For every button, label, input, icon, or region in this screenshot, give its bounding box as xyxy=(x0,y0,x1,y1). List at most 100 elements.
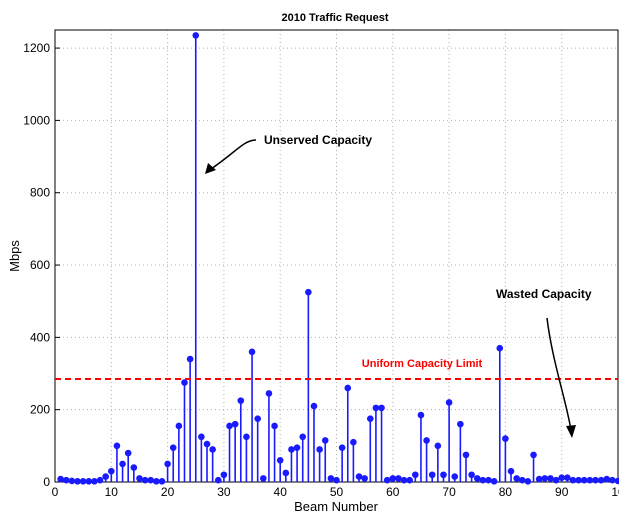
stem-marker xyxy=(119,460,126,468)
stem-marker xyxy=(609,476,616,484)
stem-marker xyxy=(597,476,605,484)
stem-marker xyxy=(428,471,436,479)
stem-marker xyxy=(271,422,278,430)
stem-marker xyxy=(468,471,475,479)
stem-marker xyxy=(541,475,549,482)
stem-marker xyxy=(68,477,76,485)
stem-marker xyxy=(254,415,261,423)
stem-marker xyxy=(57,475,64,483)
stem-marker xyxy=(400,476,408,484)
stem-marker xyxy=(552,476,560,484)
stem-marker xyxy=(361,475,368,482)
y-tick-label: 800 xyxy=(30,186,50,200)
stem-marker xyxy=(603,475,611,483)
stem-marker xyxy=(175,422,183,430)
stem-marker xyxy=(580,476,588,484)
stem-marker xyxy=(333,476,340,484)
stem-marker xyxy=(158,477,166,485)
stem-marker xyxy=(338,444,346,451)
stem-marker xyxy=(299,433,307,441)
stem-marker xyxy=(293,444,301,451)
stem-marker xyxy=(79,477,87,485)
reference-lines: Uniform Capacity Limit xyxy=(55,358,618,380)
stem-marker xyxy=(558,474,565,481)
stem-marker xyxy=(457,420,464,428)
stem-marker xyxy=(575,476,582,484)
stem-marker xyxy=(518,476,526,484)
stem-marker xyxy=(169,444,177,451)
stem-marker xyxy=(524,477,532,485)
stem-marker xyxy=(406,476,413,484)
stem-marker xyxy=(153,477,160,485)
stem-marker xyxy=(91,477,98,485)
stem-marker xyxy=(96,476,104,484)
annotation-unserved-arrow xyxy=(205,139,257,174)
stem-marker xyxy=(226,422,233,430)
stem-marker xyxy=(383,476,391,484)
stem-marker xyxy=(355,473,363,480)
stem-marker xyxy=(507,467,515,475)
x-tick-label: 40 xyxy=(274,485,288,499)
stem-marker xyxy=(327,475,335,482)
stem-marker xyxy=(479,476,487,484)
stem-marker xyxy=(248,348,256,356)
stem-marker xyxy=(305,288,312,296)
stem-marker xyxy=(496,344,504,352)
stem-marker xyxy=(85,477,93,485)
stem-marker xyxy=(502,435,509,442)
stem-marker xyxy=(547,475,554,482)
stem-marker xyxy=(564,474,571,481)
annotation-unserved-capacity: Unserved Capacity xyxy=(264,133,372,147)
stem-marker xyxy=(462,451,470,459)
stem-marker xyxy=(147,476,155,484)
stem-marker xyxy=(372,404,380,412)
stem-marker xyxy=(569,476,577,484)
stem-marker xyxy=(141,476,149,484)
stem-marker xyxy=(181,379,188,386)
stem-marker xyxy=(614,477,619,485)
stem-marker xyxy=(434,442,442,450)
grid xyxy=(54,30,619,483)
stem-marker xyxy=(192,32,200,39)
stem-marker xyxy=(592,476,599,484)
x-tick-label: 80 xyxy=(499,485,513,499)
stem-marker xyxy=(214,476,222,484)
x-tick-label: 90 xyxy=(555,485,569,499)
y-tick-label: 400 xyxy=(30,330,50,344)
stem-marker xyxy=(203,440,211,448)
stem-marker xyxy=(378,404,385,412)
stem-marker xyxy=(485,476,492,484)
x-tick-label: 60 xyxy=(386,485,400,499)
stem-marker xyxy=(423,437,430,444)
stem-marker xyxy=(445,399,453,406)
stem-marker xyxy=(530,451,537,459)
stem-marker xyxy=(124,449,132,457)
stem-marker xyxy=(389,475,397,482)
x-tick-label: 20 xyxy=(161,485,175,499)
stem-marker xyxy=(113,442,121,450)
axis-ticks: 0102030405060708090100200400600800100012… xyxy=(23,41,619,499)
stem-marker xyxy=(231,420,239,428)
stem-marker xyxy=(282,469,290,477)
stem-marker xyxy=(62,476,70,484)
stem-marker xyxy=(395,475,402,482)
stem-marker xyxy=(265,390,273,397)
stem-marker xyxy=(260,475,267,482)
stem-marker xyxy=(108,467,115,475)
stem-marker xyxy=(102,473,109,480)
stem-marker xyxy=(237,397,245,404)
stem-marker xyxy=(209,446,216,453)
data-stems xyxy=(57,32,619,485)
stem-marker xyxy=(164,460,171,468)
stem-marker xyxy=(366,415,374,423)
y-tick-label: 600 xyxy=(30,258,50,272)
stem-marker xyxy=(276,457,284,464)
uniform-capacity-limit-label: Uniform Capacity Limit xyxy=(362,358,483,370)
stem-marker xyxy=(417,411,425,419)
stem-marker xyxy=(310,402,318,410)
stem-marker xyxy=(186,355,194,363)
stem-marker xyxy=(198,433,205,441)
x-tick-label: 10 xyxy=(611,485,619,499)
stem-marker xyxy=(350,438,357,446)
